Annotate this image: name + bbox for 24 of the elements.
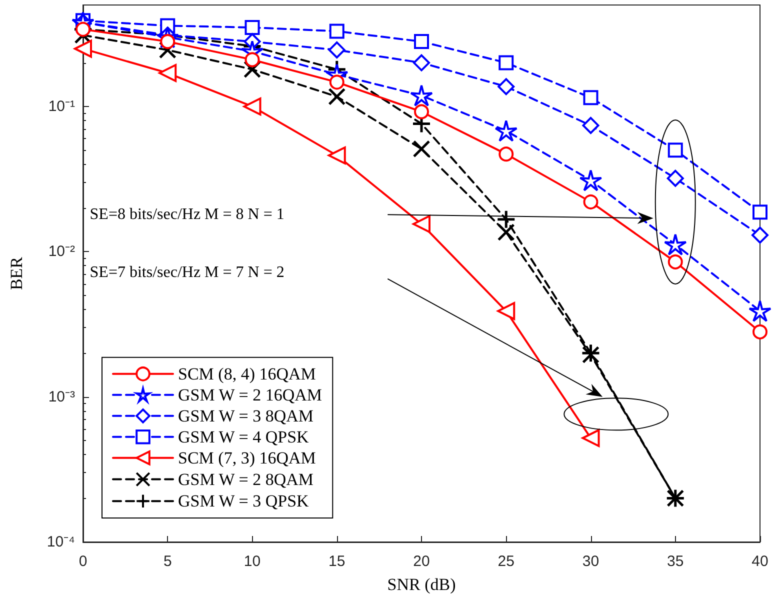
- legend-label: GSM W = 2 8QAM: [178, 470, 314, 489]
- x-tick-label: 35: [667, 553, 684, 570]
- x-tick-label: 10: [244, 553, 261, 570]
- x-tick-label: 25: [498, 553, 514, 570]
- y-tick-label: 10⁻³: [48, 388, 75, 406]
- y-axis-title: BER: [7, 256, 26, 290]
- annotation: SE=8 bits/sec/Hz M = 8 N = 1: [90, 206, 284, 224]
- x-tick-label: 5: [163, 553, 172, 570]
- x-tick-label: 30: [582, 553, 600, 570]
- x-tick-label: 20: [413, 553, 430, 570]
- y-tick-label: 10⁻²: [48, 243, 75, 260]
- legend-label: GSM W = 4 QPSK: [178, 427, 310, 446]
- legend-label: SCM (8, 4) 16QAM: [178, 364, 316, 384]
- x-tick-label: 40: [752, 553, 768, 570]
- legend-label: GSM W = 3 QPSK: [178, 492, 310, 511]
- legend-label: GSM W = 2 16QAM: [178, 385, 322, 404]
- x-tick-label: 15: [328, 553, 346, 570]
- annotation: SE=7 bits/sec/Hz M = 7 N = 2: [90, 264, 284, 281]
- legend-label: SCM (7, 3) 16QAM: [178, 448, 316, 468]
- y-tick-label: 10⁻⁴: [46, 534, 75, 550]
- legend-label: GSM W = 3 8QAM: [178, 406, 314, 426]
- x-axis-title: SNR (dB): [387, 575, 456, 594]
- x-tick-label: 0: [78, 553, 88, 570]
- y-tick-label: 10⁻¹: [48, 98, 75, 115]
